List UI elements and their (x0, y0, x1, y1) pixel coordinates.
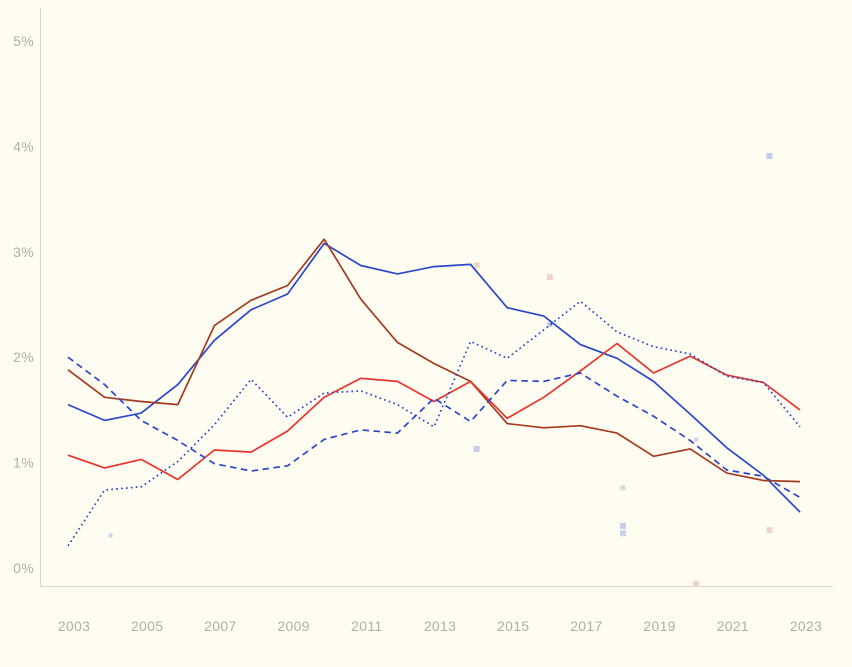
x-tick-label: 2013 (424, 618, 456, 634)
series-dark-red-solid (67, 238, 801, 483)
x-tick-label: 2017 (570, 618, 602, 634)
scatter-marker-lavender (620, 530, 626, 537)
scatter-marker-tan (473, 262, 480, 269)
y-tick-label: 1% (13, 455, 34, 471)
x-tick-label: 2023 (790, 618, 822, 634)
y-tick-label: 4% (13, 138, 34, 154)
y-tick-label: 2% (13, 349, 34, 365)
scatter-marker-lavender (108, 533, 113, 538)
scatter-marker-pink (546, 274, 553, 281)
scatter-marker-lavender (620, 522, 626, 529)
scatter-marker-lavender (766, 152, 773, 159)
y-tick-label: 0% (13, 560, 34, 576)
scatter-marker-lavender (547, 322, 553, 328)
x-tick-label: 2009 (277, 618, 309, 634)
series-blue-dotted (67, 300, 801, 547)
x-tick-label: 2019 (643, 618, 675, 634)
series-blue-dashed (67, 356, 801, 499)
x-tick-label: 2011 (351, 618, 382, 634)
y-tick-label: 5% (13, 33, 34, 49)
x-tick-label: 2007 (204, 618, 236, 634)
scatter-marker-pink (766, 527, 773, 534)
x-tick-label: 2021 (717, 618, 749, 634)
y-tick-label: 3% (13, 244, 34, 260)
x-tick-label: 2005 (131, 618, 163, 634)
scatter-marker-lavender (694, 437, 699, 442)
scatter-marker-pink (693, 580, 700, 587)
scatter-marker-lavender (473, 445, 480, 452)
x-tick-label: 2015 (497, 618, 529, 634)
series-blue-solid (67, 242, 801, 513)
series-red-solid (67, 342, 801, 481)
x-tick-label: 2003 (58, 618, 90, 634)
scatter-marker-pink (620, 485, 626, 491)
